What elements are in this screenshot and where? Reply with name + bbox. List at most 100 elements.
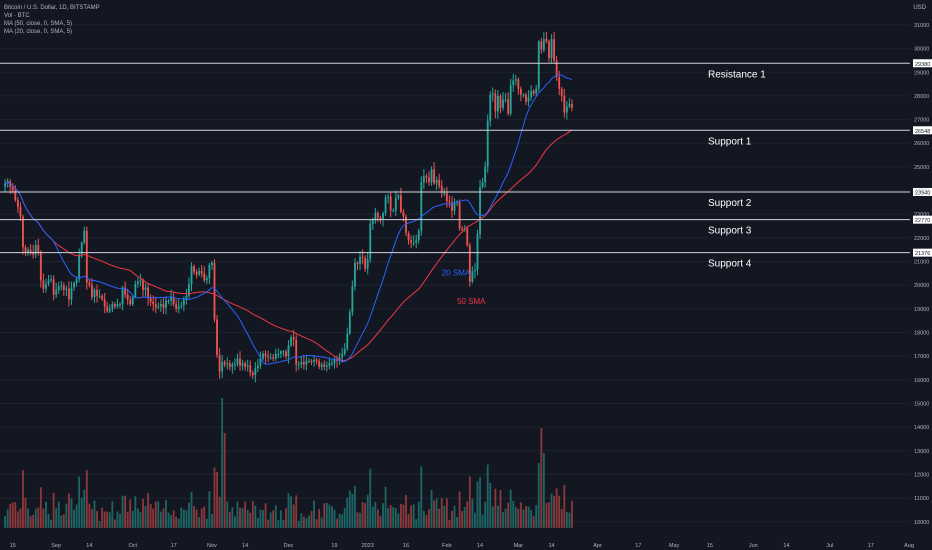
price-tick-label: 20000 xyxy=(914,283,929,289)
candle-body xyxy=(52,279,55,295)
volume-bar xyxy=(223,433,226,528)
time-tick-label: Sep xyxy=(51,543,61,549)
volume-bar xyxy=(371,506,374,528)
volume-bar xyxy=(346,497,349,528)
volume-bar xyxy=(308,515,310,528)
candle-body xyxy=(397,195,400,198)
candle-body xyxy=(119,304,121,306)
candle-body xyxy=(170,297,172,301)
volume-bar xyxy=(239,507,241,528)
candle-body xyxy=(542,39,545,50)
candle-body xyxy=(565,106,568,113)
volume-bar xyxy=(170,515,172,528)
volume-bar xyxy=(410,505,413,528)
volume-bar xyxy=(535,505,538,528)
candle-body xyxy=(16,200,19,208)
volume-bar xyxy=(256,517,259,528)
volume-bar xyxy=(249,512,252,528)
volume-bar xyxy=(394,508,397,528)
price-tick-label: 11000 xyxy=(914,496,929,502)
candle-body xyxy=(435,179,438,184)
candle-body xyxy=(425,176,428,178)
volume-bar xyxy=(157,501,160,528)
candle-body xyxy=(287,345,290,357)
volume-bar xyxy=(195,509,198,528)
volume-bar xyxy=(57,501,60,528)
volume-bar xyxy=(512,500,515,528)
time-tick-label: 15 xyxy=(10,543,16,549)
volume-bar xyxy=(290,496,293,528)
time-tick-label: Feb xyxy=(442,543,451,549)
volume-bar xyxy=(6,509,9,528)
candle-body xyxy=(563,95,566,113)
volume-bar xyxy=(320,517,323,528)
volume-bar xyxy=(218,496,221,528)
volume-bar xyxy=(563,485,566,528)
chart-legend: Bitcoin / U.S. Dollar, 1D, BITSTAMP Vol … xyxy=(4,4,100,36)
volume-bar xyxy=(545,502,548,528)
candle-body xyxy=(448,201,451,203)
volume-bar xyxy=(198,517,201,528)
time-tick-label: 14 xyxy=(477,543,483,549)
price-tick-label: 28000 xyxy=(914,94,929,100)
candle-body xyxy=(496,95,499,112)
volume-bar xyxy=(361,502,364,528)
candle-body xyxy=(440,185,443,193)
volume-bar xyxy=(103,511,106,528)
currency-label[interactable]: USD xyxy=(913,5,926,11)
candle-body xyxy=(361,256,364,258)
candle-body xyxy=(223,362,226,365)
volume-bar xyxy=(126,511,129,528)
ma20-legend[interactable]: MA (20, close, 0, SMA, 5) xyxy=(4,29,73,35)
price-tick-label: 21000 xyxy=(914,260,929,266)
level-price-text: 26548 xyxy=(915,129,930,135)
volume-bar xyxy=(246,510,249,528)
candle-body xyxy=(134,284,137,298)
volume-bar xyxy=(341,514,344,528)
volume-bar xyxy=(19,508,22,528)
volume-bar xyxy=(300,513,303,528)
volume-bar xyxy=(514,507,517,528)
volume-bar xyxy=(445,498,448,528)
volume-bar xyxy=(448,519,451,528)
symbol-title[interactable]: Bitcoin / U.S. Dollar, 1D, BITSTAMP xyxy=(4,5,100,11)
candle-body xyxy=(394,197,397,211)
volume-bar xyxy=(32,514,35,528)
volume-bar xyxy=(443,505,446,528)
level-label: Support 3 xyxy=(708,226,752,237)
volume-bar xyxy=(542,453,545,528)
candle-body xyxy=(494,93,497,112)
price-tick-label: 13000 xyxy=(914,449,929,455)
time-tick-label: 19 xyxy=(331,543,337,549)
candle-body xyxy=(34,244,37,255)
candle-body xyxy=(73,282,75,288)
candle-body xyxy=(139,280,142,282)
candle-body xyxy=(348,312,351,334)
volume-bar xyxy=(190,491,193,528)
candle-body xyxy=(336,359,338,361)
price-tick-label: 26000 xyxy=(914,141,929,147)
candle-body xyxy=(272,357,275,359)
candle-body xyxy=(445,192,448,202)
ma50-legend[interactable]: MA (50, close, 0, SMA, 5) xyxy=(4,21,73,27)
candle-body xyxy=(405,216,407,234)
price-tick-label: 17000 xyxy=(914,354,929,360)
price-tick-label: 24000 xyxy=(914,189,929,195)
candle-body xyxy=(246,365,249,367)
volume-bar xyxy=(287,493,290,528)
candle-body xyxy=(14,190,17,201)
level-price-text: 23940 xyxy=(915,190,930,196)
candle-body xyxy=(149,298,152,302)
candle-body xyxy=(22,216,24,248)
volume-bar xyxy=(509,489,512,528)
volume-bar xyxy=(262,509,264,528)
volume-bar xyxy=(24,497,27,528)
volume-bar xyxy=(62,514,65,528)
candle-body xyxy=(11,187,14,191)
volume-legend[interactable]: Vol · BTC xyxy=(4,13,30,19)
candle-body xyxy=(389,196,392,211)
candle-body xyxy=(451,202,453,211)
candle-body xyxy=(571,104,573,108)
